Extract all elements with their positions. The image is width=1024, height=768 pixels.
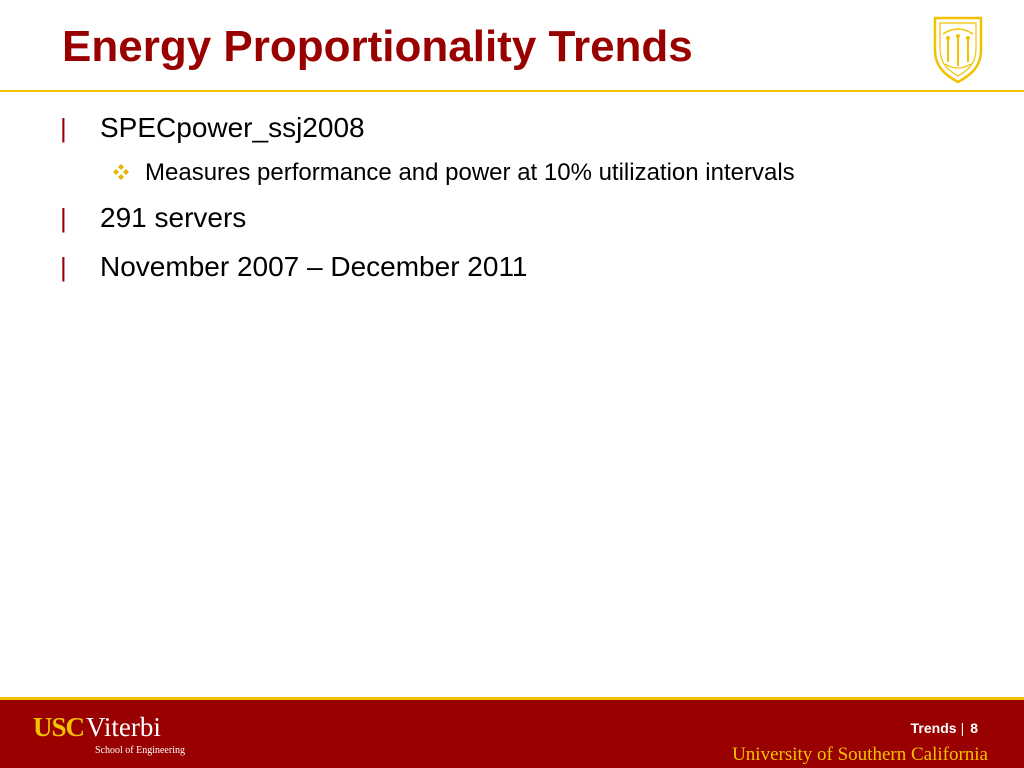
bullet-marker: | — [60, 252, 67, 282]
bullet-text: November 2007 – December 2011 — [100, 251, 528, 282]
bullet-text: SPECpower_ssj2008 — [100, 112, 365, 143]
footer-separator: | — [960, 720, 965, 736]
page-number: 8 — [970, 720, 978, 736]
slide-title: Energy Proportionality Trends — [62, 22, 693, 71]
footer-slide-info: Trends | 8 — [911, 720, 978, 736]
bullet-marker: | — [60, 203, 67, 233]
bullet-item: | November 2007 – December 2011 — [60, 251, 528, 283]
logo-subtitle: School of Engineering — [95, 745, 185, 756]
footer-divider — [0, 697, 1024, 701]
bullet-item: | 291 servers — [60, 202, 246, 234]
usc-seal-icon — [933, 16, 983, 84]
bullet-marker: | — [60, 113, 67, 143]
sub-bullet-text: Measures performance and power at 10% ut… — [145, 159, 795, 186]
footer-bar — [0, 700, 1024, 768]
usc-viterbi-logo: USCViterbi — [33, 712, 161, 742]
four-diamond-icon — [113, 164, 129, 180]
sub-bullet-item: Measures performance and power at 10% ut… — [112, 159, 795, 187]
university-name: University of Southern California — [732, 744, 988, 765]
title-divider — [0, 90, 1024, 92]
bullet-item: | SPECpower_ssj2008 — [60, 112, 365, 144]
bullet-text: 291 servers — [100, 202, 247, 233]
section-label: Trends — [910, 720, 957, 736]
